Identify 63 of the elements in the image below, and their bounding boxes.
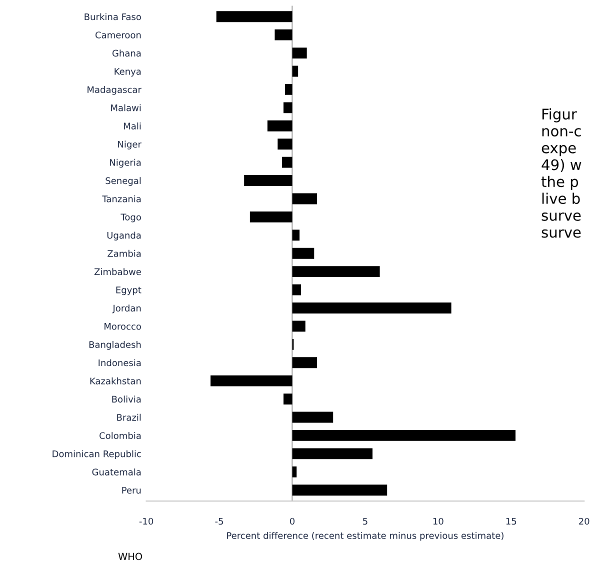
y-tick-label: Bangladesh xyxy=(89,340,141,350)
bar xyxy=(210,375,292,386)
bar xyxy=(278,138,292,150)
y-tick-label: Burkina Faso xyxy=(84,13,141,20)
bar xyxy=(244,175,292,186)
bar xyxy=(292,48,307,59)
y-tick-label: Colombia xyxy=(100,432,141,440)
bar xyxy=(292,66,298,77)
y-tick-label: Kenya xyxy=(114,68,141,77)
x-axis-title: Percent difference (recent estimate minus previous estimate) xyxy=(227,532,504,541)
bar xyxy=(216,11,292,22)
bar xyxy=(292,320,306,332)
bar xyxy=(250,211,292,222)
bar xyxy=(292,357,318,368)
y-tick-label: Senegal xyxy=(106,177,141,186)
bar xyxy=(292,484,388,496)
bar xyxy=(292,302,452,314)
annotation: Figur non-c expe 49) w the p live b surve surve xyxy=(541,108,582,238)
bar xyxy=(292,193,318,204)
y-tick-label: Cameroon xyxy=(96,32,141,38)
y-tick-label: Indonesia xyxy=(98,359,141,366)
bar xyxy=(292,230,300,241)
x-tick-label: 20 xyxy=(579,518,590,525)
bar xyxy=(267,120,292,132)
bar xyxy=(284,84,292,95)
y-tick-label: Jordan xyxy=(112,304,141,314)
bar xyxy=(292,412,334,423)
x-tick-label: 10 xyxy=(433,518,444,525)
y-tick-label: Malawi xyxy=(111,104,141,112)
x-tick-label: 0 xyxy=(290,518,295,525)
y-tick-label: Dominican Republic xyxy=(52,450,141,459)
bar xyxy=(283,102,292,114)
y-tick-label: Mali xyxy=(124,122,141,130)
y-tick-label: Togo xyxy=(120,214,141,222)
y-tick-label: Bolivia xyxy=(112,396,141,403)
bar xyxy=(292,248,314,259)
x-tick-label: -10 xyxy=(139,518,154,525)
y-tick-label: Brazil xyxy=(117,414,141,421)
y-tick-label: Kazakhstan xyxy=(90,377,141,384)
text: WHO xyxy=(118,552,142,560)
bar xyxy=(283,394,292,405)
x-tick-label: 15 xyxy=(506,518,516,525)
y-tick-label: Morocco xyxy=(104,323,141,330)
bar xyxy=(292,284,301,296)
x-tick-label: -5 xyxy=(215,518,223,525)
y-tick-label: Uganda xyxy=(107,232,141,240)
bar xyxy=(292,466,297,478)
bar xyxy=(292,430,516,441)
bar xyxy=(274,29,292,40)
y-tick-label: Tanzania xyxy=(102,195,141,202)
bar xyxy=(292,448,373,460)
y-tick-label: Madagascar xyxy=(88,86,142,95)
y-tick-label: Ghana xyxy=(112,50,141,57)
bar xyxy=(292,266,380,278)
y-tick-label: Guatemala xyxy=(92,468,141,476)
y-tick-label: Zambia xyxy=(108,250,141,257)
y-tick-label: Nigeria xyxy=(110,158,141,168)
y-tick-label: Egypt xyxy=(116,286,142,296)
y-tick-label: Peru xyxy=(122,486,141,494)
bar xyxy=(282,156,292,168)
x-tick-label: 5 xyxy=(363,518,368,525)
y-tick-label: Zimbabwe xyxy=(94,268,141,276)
y-tick-label: Niger xyxy=(118,140,142,150)
